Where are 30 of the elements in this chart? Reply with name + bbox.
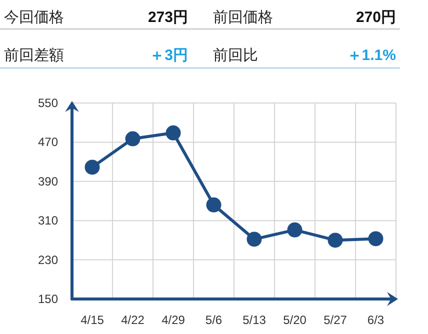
point (328, 232, 343, 248)
point (125, 131, 140, 146)
text: 270円 (356, 9, 396, 26)
x-tick-label: 5/20 (283, 313, 307, 327)
text: 前回価格 (213, 9, 273, 26)
x-tick-label: 4/22 (121, 313, 145, 327)
y-tick-label: 150 (38, 292, 58, 306)
text: ＋3円 (150, 47, 188, 64)
point (368, 231, 384, 246)
point (166, 125, 181, 140)
y-tick-label: 550 (38, 96, 58, 110)
x-tick-label: 5/13 (242, 313, 266, 327)
y-tick-label: 310 (38, 214, 58, 228)
text: 前回差額 (4, 47, 64, 64)
x-tick-label: 4/15 (80, 313, 104, 327)
text: 前回比 (213, 47, 258, 64)
point (84, 160, 100, 175)
point (206, 197, 222, 212)
x-tick-label: 5/6 (205, 313, 222, 327)
x-tick-label: 5/27 (324, 313, 348, 327)
y-tick-label: 390 (38, 174, 58, 188)
text: 273円 (148, 9, 188, 26)
point (287, 222, 302, 238)
point (246, 232, 262, 247)
y-tick-label: 470 (38, 135, 58, 150)
text: 今回価格 (4, 9, 64, 26)
y-tick-label: 230 (38, 252, 58, 267)
x-tick-label: 4/29 (162, 313, 186, 327)
x-tick-label: 6/3 (367, 313, 384, 327)
text: ＋1.1% (346, 47, 396, 64)
